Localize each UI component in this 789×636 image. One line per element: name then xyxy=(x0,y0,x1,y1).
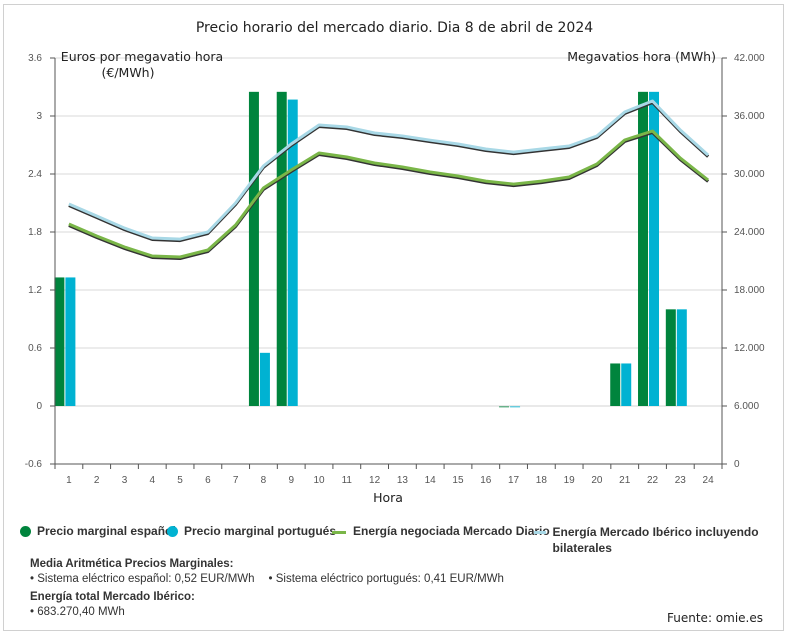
left-tick-label: 3.6 xyxy=(28,53,42,64)
right-tick-label: 30.000 xyxy=(734,169,765,180)
avg-spanish: • Sistema eléctrico español: 0,52 EUR/MW… xyxy=(30,572,255,585)
bar-spanish-h22 xyxy=(638,91,649,406)
avg-row: • Sistema eléctrico español: 0,52 EUR/MW… xyxy=(30,572,518,587)
x-tick-label: 14 xyxy=(425,475,437,486)
legend-item-iberian-energy[interactable]: Energía Mercado Ibérico incluyendo bilat… xyxy=(534,524,774,556)
line-daily-energy xyxy=(68,129,710,259)
x-tick-label: 11 xyxy=(342,475,353,486)
x-tick-label: 17 xyxy=(508,475,520,486)
right-tick-label: 36.000 xyxy=(734,111,765,122)
left-tick-label: 2.4 xyxy=(28,169,42,180)
left-tick-label: -0.6 xyxy=(25,459,43,470)
avg-portuguese: • Sistema eléctrico portugués: 0,41 EUR/… xyxy=(268,572,504,585)
bar-spanish-h21 xyxy=(610,363,621,406)
bar-spanish-h1 xyxy=(54,277,65,406)
left-tick-label: 1.2 xyxy=(28,285,42,296)
x-tick-label: 21 xyxy=(619,475,631,486)
bar-portuguese-h23 xyxy=(676,309,687,406)
bar-spanish-h9 xyxy=(276,91,287,406)
bar-portuguese-h1 xyxy=(65,277,76,406)
legend-label: Precio marginal español xyxy=(37,524,176,538)
right-tick-label: 24.000 xyxy=(734,227,765,238)
bar-portuguese-h17 xyxy=(510,406,521,408)
avg-title: Media Aritmética Precios Marginales: xyxy=(30,558,234,570)
legend-line-icon xyxy=(534,531,546,534)
x-tick-label: 6 xyxy=(205,475,211,486)
chart-plot: -0.6 0 0.6 1.2 1.8 2.4 3 3.6 0 6.000 12.000 18.000 2… xyxy=(25,49,765,505)
x-tick-label: 23 xyxy=(675,475,687,486)
right-tick-label: 6.000 xyxy=(734,401,759,412)
x-tick-label: 20 xyxy=(591,475,603,486)
left-tick-label: 1.8 xyxy=(28,227,42,238)
right-tick-label: 12.000 xyxy=(734,343,765,354)
x-tick-label: 19 xyxy=(564,475,576,486)
left-tick-label: 3 xyxy=(36,111,42,122)
legend-label: Energía negociada Mercado Diario xyxy=(353,524,550,538)
legend-item-spanish-price[interactable]: Precio marginal español xyxy=(20,524,176,538)
right-tick-label: 18.000 xyxy=(734,285,765,296)
left-axis-unit: (€/MWh) xyxy=(102,65,155,80)
x-axis-title: Hora xyxy=(373,490,403,505)
bar-portuguese-h8 xyxy=(259,352,270,406)
line-iberian-energy xyxy=(68,99,710,241)
x-tick-label: 15 xyxy=(452,475,464,486)
right-axis-title: Megavatios hora (MWh) xyxy=(567,49,716,64)
x-tick-label: 5 xyxy=(177,475,183,486)
x-tick-label: 24 xyxy=(703,475,715,486)
x-tick-label: 13 xyxy=(397,475,409,486)
x-tick-label: 10 xyxy=(313,475,325,486)
x-tick-label: 12 xyxy=(369,475,381,486)
legend-dot-icon xyxy=(167,526,178,537)
x-tick-label: 22 xyxy=(647,475,659,486)
x-tick-label: 9 xyxy=(288,475,294,486)
source-credit: Fuente: omie.es xyxy=(667,611,763,625)
left-tick-label: 0 xyxy=(36,401,42,412)
x-tick-label: 18 xyxy=(536,475,548,486)
legend-line-icon xyxy=(332,531,346,534)
x-tick-label: 1 xyxy=(66,475,72,486)
bar-spanish-h17 xyxy=(499,406,510,408)
left-axis-title: Euros por megavatio hora xyxy=(61,49,223,64)
summary-info: Media Aritmética Precios Marginales: • S… xyxy=(30,557,518,619)
x-tick-label: 16 xyxy=(480,475,492,486)
right-tick-label: 42.000 xyxy=(734,53,765,64)
legend-label: Precio marginal portugués xyxy=(184,524,337,538)
bar-portuguese-h22 xyxy=(649,91,660,406)
chart-frame xyxy=(3,4,784,631)
x-tick-label: 8 xyxy=(261,475,267,486)
bar-spanish-h23 xyxy=(665,309,676,406)
x-tick-label: 2 xyxy=(94,475,100,486)
energy-title: Energía total Mercado Ibérico: xyxy=(30,591,195,603)
legend-item-daily-energy[interactable]: Energía negociada Mercado Diario xyxy=(332,524,550,538)
bar-spanish-h8 xyxy=(248,91,259,406)
legend-dot-icon xyxy=(20,526,31,537)
bar-portuguese-h9 xyxy=(287,99,298,407)
legend-label: Energía Mercado Ibérico incluyendo bilat… xyxy=(552,525,759,555)
legend-item-portuguese-price[interactable]: Precio marginal portugués xyxy=(167,524,336,538)
energy-value: • 683.270,40 MWh xyxy=(30,605,125,618)
left-tick-label: 0.6 xyxy=(28,343,42,354)
x-tick-label: 3 xyxy=(122,475,128,486)
right-tick-label: 0 xyxy=(734,459,740,470)
chart-title: Precio horario del mercado diario. Dia 8… xyxy=(195,20,594,36)
x-tick-label: 4 xyxy=(149,475,155,486)
x-tick-label: 7 xyxy=(233,475,239,486)
bar-portuguese-h21 xyxy=(621,363,632,406)
